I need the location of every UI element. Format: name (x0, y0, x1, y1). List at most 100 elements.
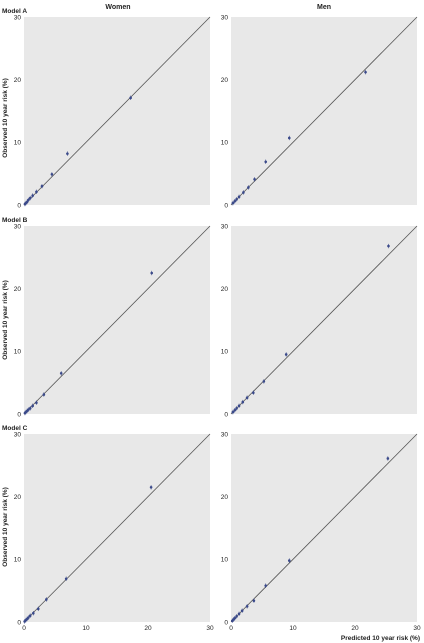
y-tick-label: 30 (221, 14, 229, 21)
data-point (45, 598, 48, 601)
data-point (262, 380, 266, 383)
data-point (252, 391, 255, 394)
y-tick-label: 10 (14, 557, 22, 564)
data-point (287, 136, 291, 140)
reference-diagonal-line (23, 433, 211, 623)
column-title-men: Men (317, 4, 331, 11)
data-point (247, 186, 250, 189)
y-tick-label: 30 (14, 223, 22, 230)
y-axis-title-model-c: Observed 10 year risk (%) (2, 487, 9, 567)
data-point (25, 200, 29, 204)
data-point (237, 404, 241, 408)
data-point (31, 404, 34, 408)
data-point (36, 607, 40, 611)
data-point (237, 195, 241, 199)
data-point (235, 407, 238, 410)
data-point (28, 407, 32, 410)
row-title-model-c: Model C (2, 425, 28, 432)
y-tick-label: 20 (221, 77, 229, 84)
data-point (387, 244, 390, 248)
data-point (264, 160, 268, 164)
data-point (64, 577, 68, 581)
data-point (264, 584, 268, 587)
y-tick-label: 10 (221, 557, 229, 564)
y-tick-label: 20 (14, 77, 22, 84)
panel-model-c-women: 0 10 20 30 0 10 20 30 (14, 431, 214, 632)
y-axis-title-model-b: Observed 10 year risk (%) (2, 280, 9, 360)
x-tick-label: 0 (22, 625, 26, 632)
y-tick-label: 0 (224, 202, 228, 209)
y-tick-label: 20 (14, 494, 22, 501)
reference-diagonal-line (230, 433, 418, 623)
y-tick-label: 20 (14, 286, 22, 293)
panel-model-a-men: 0 10 20 30 (221, 14, 418, 209)
panel-model-b-women: 0 10 20 30 (14, 223, 211, 418)
data-point (27, 198, 30, 202)
data-point (240, 609, 244, 613)
data-point (149, 485, 153, 489)
y-tick-label: 0 (224, 619, 228, 626)
x-tick-label: 20 (351, 625, 359, 632)
data-point (28, 614, 32, 618)
panel-model-b-men: 0 10 20 30 (221, 223, 418, 418)
y-tick-label: 0 (17, 619, 21, 626)
column-title-women: Women (105, 4, 130, 11)
data-point (364, 70, 367, 74)
data-point (40, 184, 44, 188)
data-point (231, 410, 235, 414)
y-tick-label: 0 (224, 411, 228, 418)
data-point (235, 615, 238, 618)
data-point (50, 172, 54, 176)
data-point (245, 396, 249, 400)
data-point (35, 401, 38, 405)
y-tick-label: 20 (221, 494, 229, 501)
data-point (253, 178, 256, 181)
data-point (27, 408, 30, 411)
data-point (59, 371, 63, 375)
row-title-model-a: Model A (2, 8, 27, 15)
x-axis-title: Predicted 10 year risk (%) (341, 635, 420, 642)
data-point (66, 152, 69, 155)
data-point (150, 271, 154, 275)
data-point (42, 393, 46, 396)
data-point (27, 616, 30, 619)
x-tick-label: 30 (206, 625, 214, 632)
reference-diagonal-line (230, 16, 418, 206)
reference-diagonal-line (23, 16, 211, 206)
row-title-model-b: Model B (2, 217, 28, 224)
data-point (35, 190, 38, 194)
x-tick-label: 20 (144, 625, 152, 632)
data-point (245, 605, 249, 608)
reference-diagonal-line (23, 225, 211, 415)
data-point (386, 457, 390, 460)
data-point (242, 191, 245, 194)
x-tick-label: 10 (289, 625, 297, 632)
y-tick-label: 0 (17, 202, 21, 209)
data-point (252, 599, 256, 602)
y-tick-label: 30 (221, 223, 229, 230)
data-point (32, 611, 35, 615)
y-tick-label: 30 (221, 431, 229, 438)
x-tick-label: 0 (229, 625, 233, 632)
panel-grid: 0 10 20 30 0 10 20 30 0 10 20 30 0 10 20 30 0 10 20 30 0 10 20… (14, 14, 421, 632)
y-tick-label: 10 (14, 140, 22, 147)
x-tick-label: 10 (82, 625, 90, 632)
y-tick-label: 30 (14, 431, 22, 438)
y-tick-label: 10 (221, 349, 229, 356)
y-axis-title-model-a: Observed 10 year risk (%) (2, 78, 9, 158)
data-point (287, 559, 291, 562)
panel-model-a-women: 0 10 20 30 (14, 14, 211, 209)
data-point (237, 612, 241, 616)
data-point (241, 400, 245, 404)
data-point (231, 201, 235, 205)
data-point (31, 194, 34, 197)
data-point (233, 616, 237, 620)
y-tick-label: 30 (14, 14, 22, 21)
y-tick-label: 10 (14, 349, 22, 356)
data-point (233, 408, 237, 412)
y-tick-label: 10 (221, 140, 229, 147)
data-point (28, 196, 32, 200)
x-tick-label: 30 (413, 625, 421, 632)
reference-diagonal-line (230, 225, 418, 415)
